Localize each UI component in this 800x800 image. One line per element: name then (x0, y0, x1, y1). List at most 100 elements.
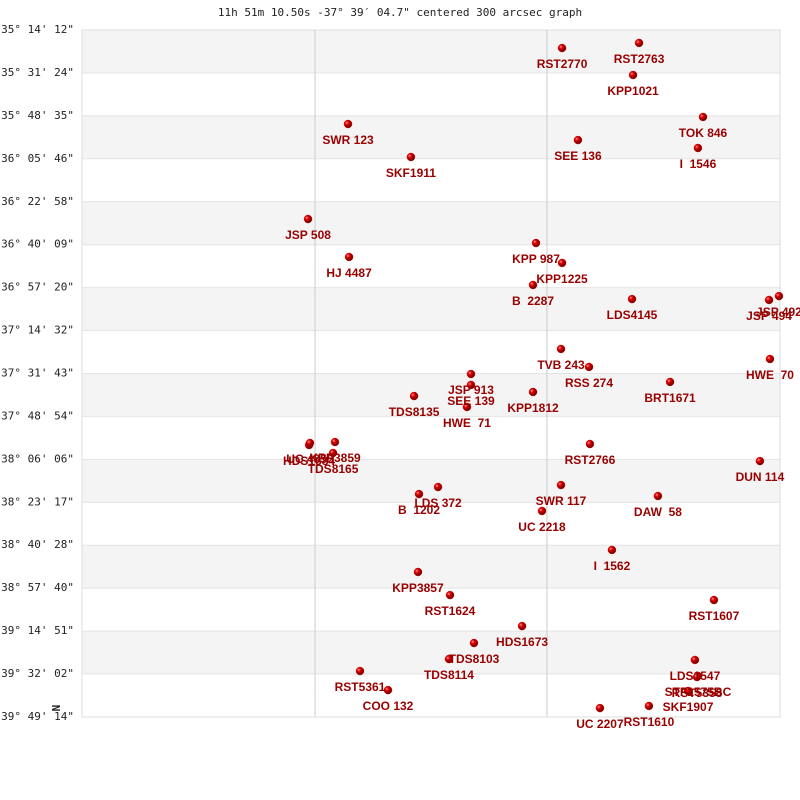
band (82, 459, 780, 503)
star-label: RST2770 (537, 57, 588, 71)
star-marker (355, 666, 365, 676)
star-marker (414, 489, 424, 499)
star-label: HDS1673 (496, 635, 548, 649)
band (82, 201, 780, 245)
star-label: JSP 913 (448, 383, 494, 397)
star-label: COO 132 (363, 699, 414, 713)
star-marker (330, 437, 340, 447)
band (82, 115, 780, 159)
star-marker (445, 590, 455, 600)
star-marker (665, 377, 675, 387)
star-label: RSS 274 (565, 376, 613, 390)
star-label: KPP1021 (607, 84, 659, 98)
star-marker (409, 391, 419, 401)
star-marker (774, 291, 784, 301)
star-label: TVB 243 (537, 358, 585, 372)
star-marker (537, 506, 547, 516)
star-marker (517, 621, 527, 631)
star-label: HJ 4487 (326, 266, 372, 280)
y-tick-label: -38° 06' 06" (0, 452, 74, 465)
star-marker (557, 258, 567, 268)
star-label: KPP3859 (309, 451, 361, 465)
star-marker (607, 545, 617, 555)
y-tick-label: -36° 57' 20" (0, 281, 74, 294)
star-marker (627, 294, 637, 304)
star-label: KPP 987 (512, 252, 560, 266)
star-marker (444, 654, 454, 664)
star-marker (528, 387, 538, 397)
star-label: B 2287 (512, 294, 554, 308)
star-label: HWE 70 (746, 368, 794, 382)
star-label: TDS8135 (389, 405, 440, 419)
star-marker (692, 672, 702, 682)
y-tick-label: -39° 14' 51" (0, 624, 74, 637)
band (82, 631, 780, 675)
y-tick-label: -38° 23' 17" (0, 495, 74, 508)
star-label: RST5361 (335, 680, 386, 694)
band (82, 287, 780, 331)
star-label: I 1546 (680, 157, 717, 171)
star-label: RST5358 (672, 686, 723, 700)
star-label: KPP3857 (392, 581, 444, 595)
star-label: SWR 123 (322, 133, 374, 147)
star-label: LDS 372 (414, 496, 462, 510)
band (82, 674, 780, 717)
y-tick-label: -36° 22' 58" (0, 195, 74, 208)
star-marker (628, 70, 638, 80)
north-label: N (50, 705, 63, 712)
star-label: UC 2207 (576, 717, 624, 731)
star-marker (469, 638, 479, 648)
star-marker (413, 567, 423, 577)
star-marker (573, 135, 583, 145)
star-label: UC 2218 (518, 520, 566, 534)
band (82, 158, 780, 202)
star-label: RST2763 (614, 52, 665, 66)
star-label: DAW 58 (634, 505, 682, 519)
star-label: KPP1812 (507, 401, 559, 415)
star-marker (764, 295, 774, 305)
star-label: SKF1907 (663, 700, 714, 714)
star-label: SWR 117 (536, 494, 587, 508)
star-marker (406, 152, 416, 162)
star-marker (462, 402, 472, 412)
star-marker (690, 655, 700, 665)
star-marker (634, 38, 644, 48)
star-label: I 1562 (594, 559, 631, 573)
band (82, 72, 780, 116)
star-marker (765, 354, 775, 364)
star-marker (343, 119, 353, 129)
star-label: TOK 846 (679, 126, 728, 140)
band (82, 502, 780, 546)
star-label: RST1610 (624, 715, 675, 729)
star-label: SEE 139 (447, 394, 495, 408)
star-label: B 1202 (398, 503, 440, 517)
star-label: LDS4145 (607, 308, 658, 322)
star-marker (644, 701, 654, 711)
star-label: RST2766 (565, 453, 616, 467)
band (82, 545, 780, 589)
y-tick-label: -35° 48' 35" (0, 109, 74, 122)
band (82, 330, 780, 374)
star-marker (303, 214, 313, 224)
y-tick-label: -39° 49' 14" (0, 710, 74, 723)
star-label: BRT1671 (644, 391, 696, 405)
y-tick-label: -38° 40' 28" (0, 538, 74, 551)
star-label: LDS1547 (670, 669, 721, 683)
y-tick-label: -39° 32' 02" (0, 667, 74, 680)
star-marker (466, 380, 476, 390)
y-tick-label: -37° 31' 43" (0, 366, 74, 379)
star-label: STF1575BC (665, 685, 732, 699)
star-label: RST1607 (689, 609, 740, 623)
star-label: SKF1911 (386, 166, 436, 180)
star-marker (556, 344, 566, 354)
star-label: UC 4855 (286, 452, 334, 466)
star-marker (383, 685, 393, 695)
star-marker (653, 491, 663, 501)
star-label: JSP 494 (746, 309, 792, 323)
star-label: JSP 508 (285, 228, 331, 242)
star-marker (683, 686, 693, 696)
star-label: TDS8114 (424, 668, 474, 682)
star-label: RST1624 (425, 604, 476, 618)
